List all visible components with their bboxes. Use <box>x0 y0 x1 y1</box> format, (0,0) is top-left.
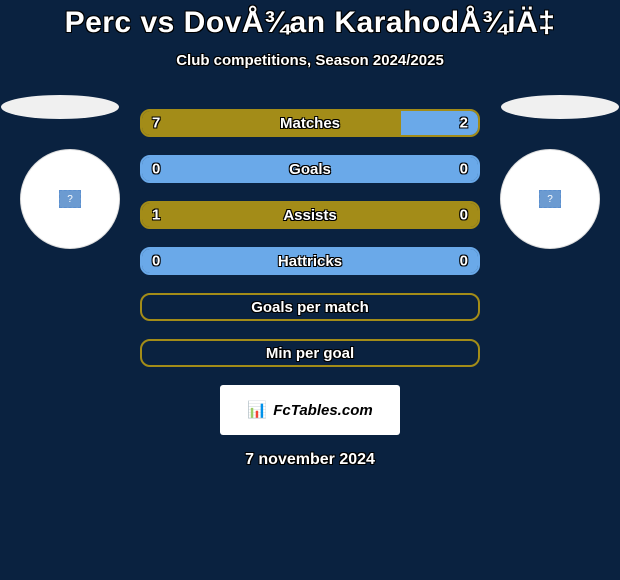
avatar-placeholder-right: ? <box>539 190 561 208</box>
avatar-left: ? <box>20 149 120 249</box>
chart-icon: 📊 <box>247 400 267 420</box>
logo-box: 📊 FcTables.com <box>220 385 400 435</box>
stat-bar: 72Matches <box>140 109 480 137</box>
stat-bar: 10Assists <box>140 201 480 229</box>
footer-date: 7 november 2024 <box>0 451 620 469</box>
stat-label: Assists <box>142 207 478 224</box>
question-icon: ? <box>547 194 553 205</box>
stat-bar: Goals per match <box>140 293 480 321</box>
player-left: ? <box>0 95 120 249</box>
content: ? ? 72Matches 00Goals 10Assists 00Hattricks… <box>0 109 620 469</box>
player-right: ? <box>500 95 620 249</box>
stat-label: Goals <box>142 161 478 178</box>
avatar-placeholder-left: ? <box>59 190 81 208</box>
question-icon: ? <box>67 194 73 205</box>
stat-label: Hattricks <box>142 253 478 270</box>
stat-bar: 00Hattricks <box>140 247 480 275</box>
avatar-right: ? <box>500 149 600 249</box>
header: Perc vs DovÅ¾an KarahodÅ¾iÄ‡ Club compet… <box>0 0 620 69</box>
page-title: Perc vs DovÅ¾an KarahodÅ¾iÄ‡ <box>0 6 620 40</box>
stat-bar: Min per goal <box>140 339 480 367</box>
stat-label: Goals per match <box>142 299 478 316</box>
stats-bars: 72Matches 00Goals 10Assists 00Hattricks Goal… <box>140 109 480 367</box>
stat-bar: 00Goals <box>140 155 480 183</box>
page-subtitle: Club competitions, Season 2024/2025 <box>0 52 620 69</box>
stat-label: Min per goal <box>142 345 478 362</box>
ellipse-shadow-right <box>501 95 619 119</box>
ellipse-shadow-left <box>1 95 119 119</box>
stat-label: Matches <box>142 115 478 132</box>
logo-text: FcTables.com <box>273 402 372 419</box>
